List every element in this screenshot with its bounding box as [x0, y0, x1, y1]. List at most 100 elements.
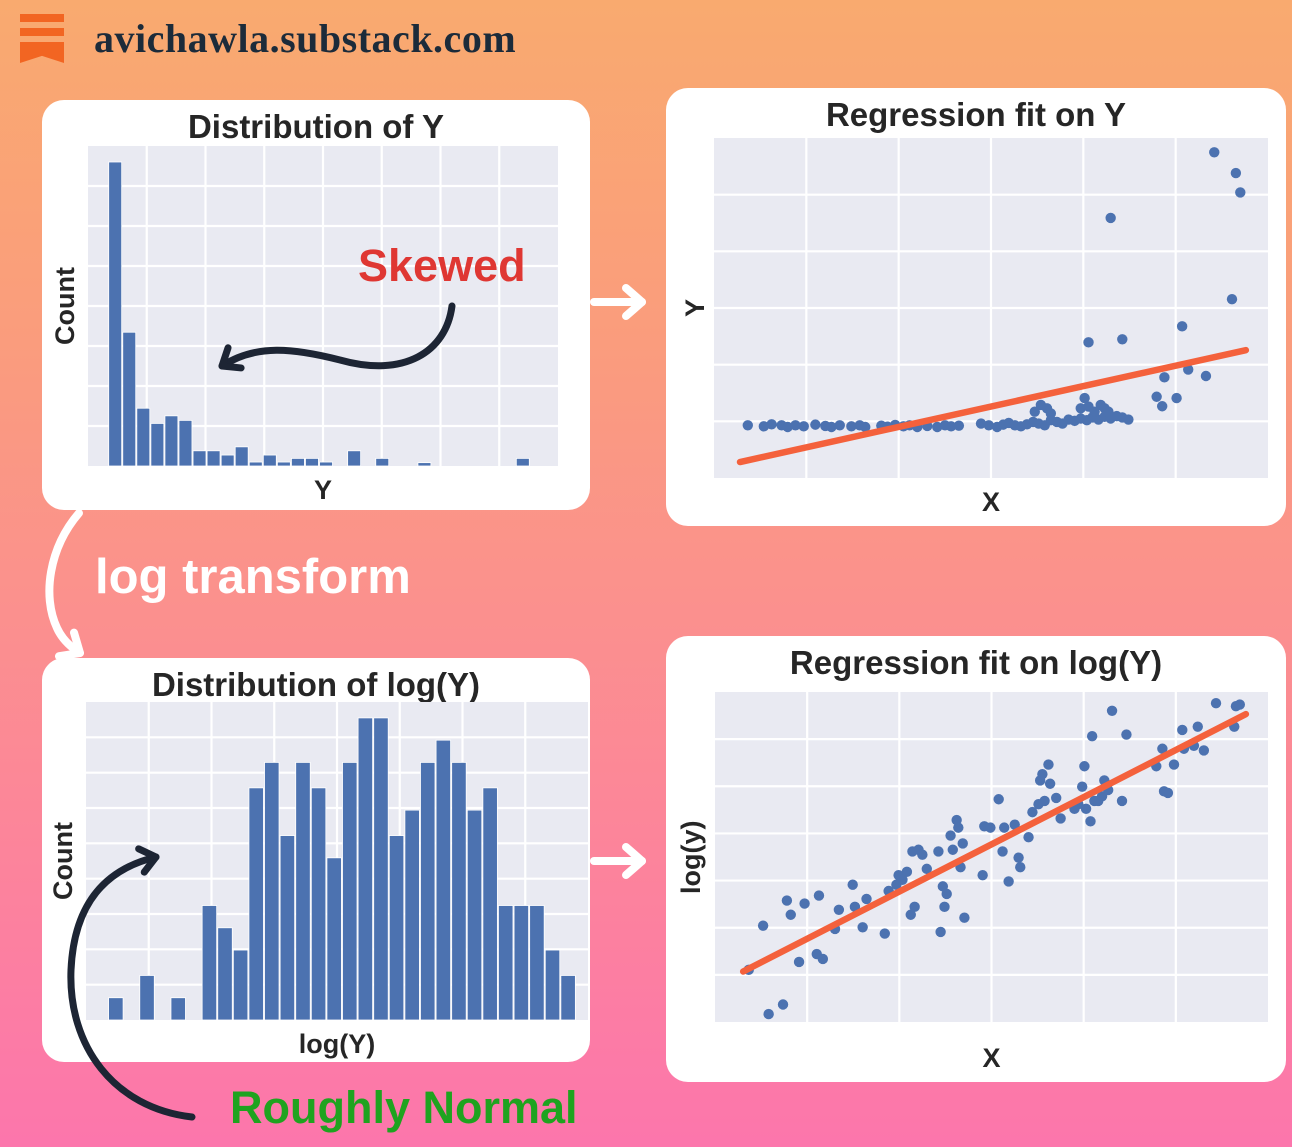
scatter-point — [1076, 781, 1088, 792]
histogram-bar — [388, 835, 405, 1021]
histogram-bar — [560, 975, 576, 1021]
histogram-bar — [170, 997, 186, 1021]
scatter-point — [917, 849, 928, 860]
histogram-bar — [544, 949, 561, 1021]
scatter-point — [846, 421, 857, 432]
histogram-bar — [342, 762, 358, 1021]
scatter-point — [935, 926, 946, 938]
scatter-point — [1045, 408, 1057, 419]
scatter-point — [1151, 391, 1162, 402]
scatter-point — [975, 418, 987, 429]
scatter-point — [1117, 334, 1128, 345]
scatter-point — [959, 912, 970, 923]
scatter-point — [1027, 806, 1038, 818]
scatter-point — [1234, 699, 1245, 710]
histogram-svg — [88, 146, 558, 467]
x-axis-label: log(Y) — [298, 1029, 376, 1059]
histogram-bar — [529, 905, 545, 1021]
scatter-point — [834, 420, 845, 431]
chart-title: Regression fit on log(Y) — [789, 644, 1163, 681]
scatter-point — [1043, 759, 1054, 770]
annotation-roughly-normal: Roughly Normal — [230, 1082, 578, 1133]
histogram-bar — [291, 457, 305, 467]
scatter-point — [933, 846, 944, 857]
histogram-bar — [139, 975, 155, 1021]
y-axis-label: log(y) — [676, 820, 706, 894]
histogram-bar — [417, 462, 432, 467]
scatter-point — [861, 893, 872, 905]
histogram-bar — [451, 762, 467, 1021]
histogram-bar — [220, 454, 235, 467]
histogram-bar — [122, 331, 137, 467]
scatter-point — [1198, 745, 1210, 756]
scatter-point — [781, 895, 793, 906]
scatter-point — [798, 421, 809, 432]
histogram-bar — [279, 835, 296, 1021]
scatter-point — [941, 888, 952, 900]
scatter-point — [947, 844, 958, 855]
scatter-point — [1085, 816, 1096, 827]
scatter-point — [1106, 705, 1118, 717]
x-axis-label: Y — [313, 475, 332, 505]
histogram-bar — [498, 905, 514, 1021]
scatter-point — [799, 898, 810, 909]
scatter-point — [1157, 743, 1168, 754]
scatter-point — [997, 846, 1008, 857]
scatter-svg — [714, 138, 1268, 478]
histogram-bar — [108, 997, 124, 1021]
histogram-bar — [264, 762, 280, 1021]
scatter-point — [1023, 832, 1034, 843]
histogram-bar — [201, 905, 218, 1021]
panel-regression-logy: Regression fit on log(Y) log(y) X — [666, 636, 1286, 1082]
scatter-point — [1210, 698, 1222, 709]
scatter-point — [1176, 321, 1188, 332]
histogram-bar — [435, 739, 451, 1021]
scatter-point — [977, 869, 988, 881]
scatter-point — [953, 822, 964, 833]
substack-logo-bookmark — [20, 42, 64, 63]
histogram-bar — [310, 787, 327, 1021]
scatter-point — [985, 822, 996, 833]
scatter-point — [793, 956, 805, 968]
scatter-point — [777, 999, 789, 1010]
histogram-bar — [515, 457, 530, 467]
substack-logo-bar — [20, 28, 64, 36]
scatter-point — [1183, 364, 1194, 375]
x-axis-label: X — [981, 487, 1000, 517]
scatter-point — [1103, 406, 1114, 417]
scatter-point — [1159, 372, 1170, 383]
histogram-bar — [420, 762, 436, 1021]
histogram-bar — [164, 415, 179, 467]
scatter-point — [1171, 392, 1182, 404]
scatter-point — [939, 901, 950, 913]
scatter-point — [1055, 813, 1066, 824]
substack-logo-bar — [20, 14, 64, 22]
scatter-point — [1089, 406, 1100, 417]
histogram-bar — [192, 450, 207, 467]
regression-line — [739, 710, 1250, 975]
chart-title: Distribution of Y — [187, 108, 445, 145]
scatter-point — [1086, 731, 1098, 742]
histogram-bar — [357, 717, 374, 1021]
histogram-bar — [276, 461, 291, 467]
chart-title: Distribution of log(Y) — [151, 666, 481, 703]
panel-regression-y: Regression fit on Y Y X — [666, 88, 1286, 526]
histogram-plot-y — [88, 146, 558, 467]
scatter-point — [983, 420, 994, 431]
scatter-point — [1192, 721, 1203, 732]
scatter-point — [901, 866, 913, 878]
scatter-point — [945, 830, 956, 841]
scatter-point — [1029, 406, 1040, 417]
scatter-point — [953, 420, 965, 431]
scatter-point — [897, 874, 908, 885]
histogram-bar — [232, 949, 249, 1021]
histogram-bar — [347, 450, 362, 467]
annotation-log-transform: log transform — [95, 550, 411, 604]
scatter-point — [1156, 401, 1168, 412]
scatter-point — [847, 879, 858, 890]
scatter-point — [1039, 795, 1050, 807]
scatter-plot-y — [714, 138, 1268, 478]
histogram-bar — [217, 927, 233, 1021]
histogram-bar — [375, 457, 390, 467]
